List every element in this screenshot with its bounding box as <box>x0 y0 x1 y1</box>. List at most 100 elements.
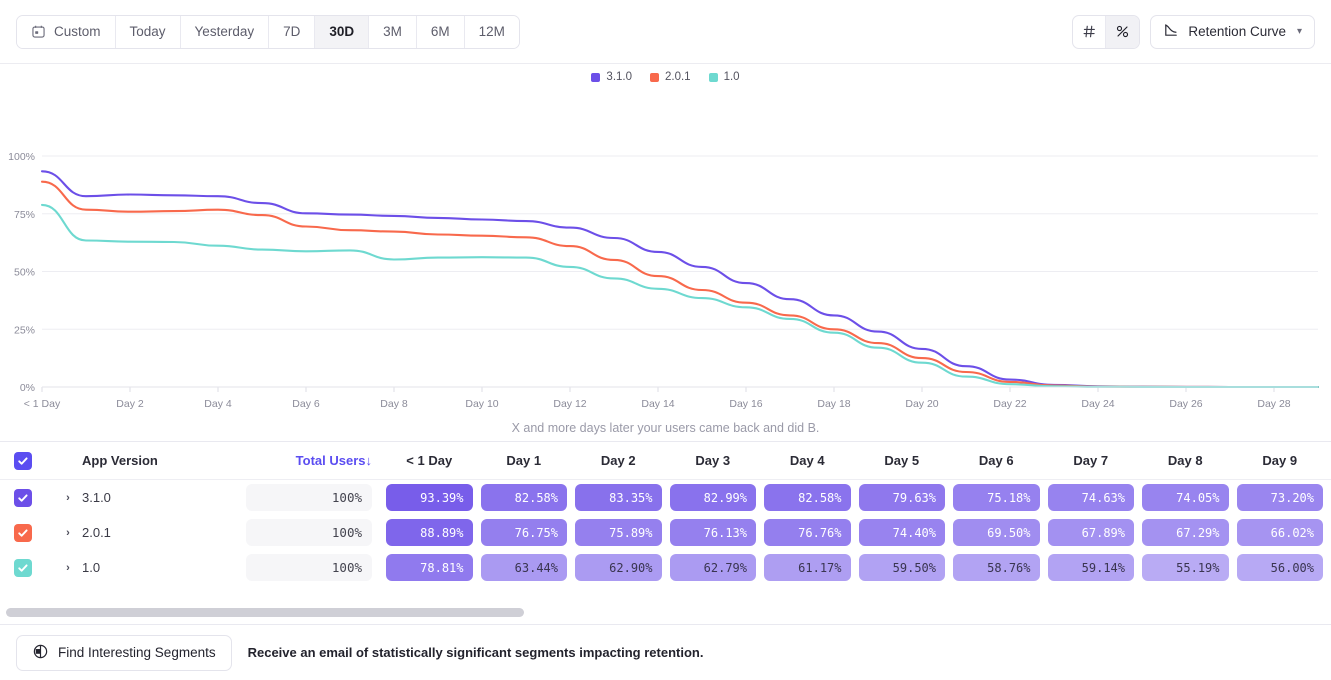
retention-table: App Version Total Users↓ < 1 Day Day 1 Day… <box>0 441 1331 624</box>
total-users-cell: 100% <box>246 519 372 546</box>
table-horizontal-scrollbar[interactable] <box>0 608 1331 618</box>
retention-cell[interactable]: 75.18% <box>953 484 1040 511</box>
row-checkbox-3.1.0[interactable] <box>14 488 32 507</box>
column-header-1-day[interactable]: < 1 Day <box>406 453 453 468</box>
column-header-day-7[interactable]: Day 7 <box>1073 453 1109 468</box>
sort-arrow-icon: ↓ <box>365 452 373 468</box>
y-axis-tick: 50% <box>14 267 35 279</box>
retention-cell[interactable]: 76.76% <box>764 519 851 546</box>
series-line-2.0.1[interactable] <box>40 180 1320 389</box>
row-expander-2.0.1[interactable]: › <box>66 526 70 539</box>
percent-icon[interactable] <box>1106 15 1140 48</box>
retention-cell[interactable]: 82.58% <box>764 484 851 511</box>
row-expander-3.1.0[interactable]: › <box>66 491 70 504</box>
retention-cell[interactable]: 69.50% <box>953 519 1040 546</box>
retention-cell[interactable]: 58.76% <box>953 554 1040 581</box>
retention-cell[interactable]: 67.89% <box>1047 519 1134 546</box>
legend-swatch <box>708 72 718 82</box>
table-header-row: App Version Total Users↓ < 1 Day Day 1 Day… <box>0 442 1331 480</box>
metric-mode-group[interactable] <box>1072 14 1141 49</box>
retention-cell[interactable]: 62.79% <box>669 554 756 581</box>
retention-cell[interactable]: 78.81% <box>386 554 473 581</box>
legend-label: 2.0.1 <box>665 71 691 83</box>
column-header-app-version[interactable]: App Version <box>82 453 158 468</box>
range-button-today[interactable]: Today <box>115 15 181 48</box>
column-header-day-10[interactable]: Day 10 <box>1327 453 1331 468</box>
retention-cell[interactable]: 75.89% <box>575 519 662 546</box>
column-header-day-1[interactable]: Day 1 <box>506 453 542 468</box>
calendar-icon <box>32 25 45 38</box>
find-interesting-segments-button[interactable]: Find Interesting Segments <box>16 634 232 671</box>
row-expander-1.0[interactable]: › <box>66 561 70 574</box>
retention-cell[interactable]: 74.40% <box>858 519 945 546</box>
retention-cell[interactable]: 56.00% <box>1236 554 1323 581</box>
retention-cell[interactable]: 82.99% <box>669 484 756 511</box>
column-header-day-8[interactable]: Day 8 <box>1167 453 1203 468</box>
range-button-yesterday[interactable]: Yesterday <box>180 15 270 48</box>
retention-cell[interactable]: 62.90% <box>575 554 662 581</box>
x-axis-label: Day 16 <box>729 398 762 410</box>
column-header-day-2[interactable]: Day 2 <box>600 453 636 468</box>
range-button-12m[interactable]: 12M <box>464 15 519 48</box>
retention-cell[interactable]: 83.35% <box>575 484 662 511</box>
legend-item-3.1.0[interactable]: 3.1.0 <box>591 71 632 83</box>
range-button-30d[interactable]: 30D <box>315 15 370 48</box>
x-axis-label: Day 6 <box>292 398 320 410</box>
column-header-day-6[interactable]: Day 6 <box>978 453 1014 468</box>
table-body: › 3.1.0 100% 93.39% 82.58% 83.35% 82.99% 82.58%… <box>0 480 1331 585</box>
column-header-day-4[interactable]: Day 4 <box>789 453 825 468</box>
x-axis-label: Day 28 <box>1257 398 1290 410</box>
legend-item-1.0[interactable]: 1.0 <box>708 71 740 83</box>
retention-cell[interactable]: 88.89% <box>386 519 473 546</box>
segments-note: Receive an email of statistically signif… <box>247 645 704 660</box>
segment-icon <box>32 643 49 663</box>
retention-cell[interactable]: 76.13% <box>669 519 756 546</box>
day-column-headers: < 1 Day Day 1 Day 2 Day 3 Day 4 Day 5 Day 6 Day… <box>382 453 1331 468</box>
range-button-6m[interactable]: 6M <box>416 15 465 48</box>
retention-cell[interactable]: 79.63% <box>858 484 945 511</box>
range-button-label: Today <box>129 24 166 39</box>
scrollbar-thumb[interactable] <box>6 608 524 617</box>
retention-cell[interactable]: 61.17% <box>764 554 851 581</box>
series-line-3.1.0[interactable] <box>40 170 1320 389</box>
retention-cell[interactable]: 82.58% <box>480 484 567 511</box>
y-axis-tick: 0% <box>20 382 35 394</box>
column-header-total-users[interactable]: Total Users↓ <box>295 452 373 468</box>
chart-type-label: Retention Curve <box>1188 24 1286 39</box>
x-axis-label: Day 4 <box>204 398 232 410</box>
select-all-checkbox[interactable] <box>14 451 32 470</box>
row-checkbox-2.0.1[interactable] <box>14 523 32 542</box>
x-axis-label: Day 2 <box>116 398 144 410</box>
series-line-1.0[interactable] <box>40 203 1320 389</box>
retention-cell[interactable]: 74.63% <box>1047 484 1134 511</box>
column-header-day-9[interactable]: Day 9 <box>1262 453 1298 468</box>
retention-cell[interactable]: 59.14% <box>1047 554 1134 581</box>
x-axis-label: Day 26 <box>1169 398 1202 410</box>
retention-cell[interactable]: 66.02% <box>1236 519 1323 546</box>
retention-cell[interactable]: 67.29% <box>1142 519 1229 546</box>
x-axis-label: Day 14 <box>641 398 674 410</box>
retention-cell[interactable]: 55.19% <box>1142 554 1229 581</box>
range-button-7d[interactable]: 7D <box>269 15 316 48</box>
range-button-custom[interactable]: Custom <box>17 15 116 48</box>
column-header-day-3[interactable]: Day 3 <box>695 453 731 468</box>
retention-cell[interactable]: 93.39% <box>386 484 473 511</box>
row-label-3.1.0: 3.1.0 <box>82 490 111 505</box>
range-button-3m[interactable]: 3M <box>369 15 417 48</box>
hash-icon[interactable] <box>1073 15 1107 48</box>
column-header-day-5[interactable]: Day 5 <box>884 453 920 468</box>
range-button-label: 3M <box>383 24 402 39</box>
table-row: › 1.0 100% 78.81% 63.44% 62.90% 62.79% 61.17% 59… <box>0 550 1331 585</box>
total-users-cell: 100% <box>246 554 372 581</box>
date-range-group[interactable]: Custom Today Yesterday 7D 30D 3M 6M 12M <box>16 14 520 49</box>
retention-cell[interactable]: 59.50% <box>858 554 945 581</box>
row-label-1.0: 1.0 <box>82 560 101 575</box>
row-checkbox-1.0[interactable] <box>14 558 32 577</box>
retention-cell[interactable]: 73.20% <box>1236 484 1323 511</box>
legend-item-2.0.1[interactable]: 2.0.1 <box>650 71 691 83</box>
retention-cell[interactable]: 63.44% <box>480 554 567 581</box>
chart-type-dropdown[interactable]: Retention Curve ▾ <box>1150 14 1315 49</box>
retention-cell[interactable]: 76.75% <box>480 519 567 546</box>
retention-cell[interactable]: 74.05% <box>1142 484 1229 511</box>
